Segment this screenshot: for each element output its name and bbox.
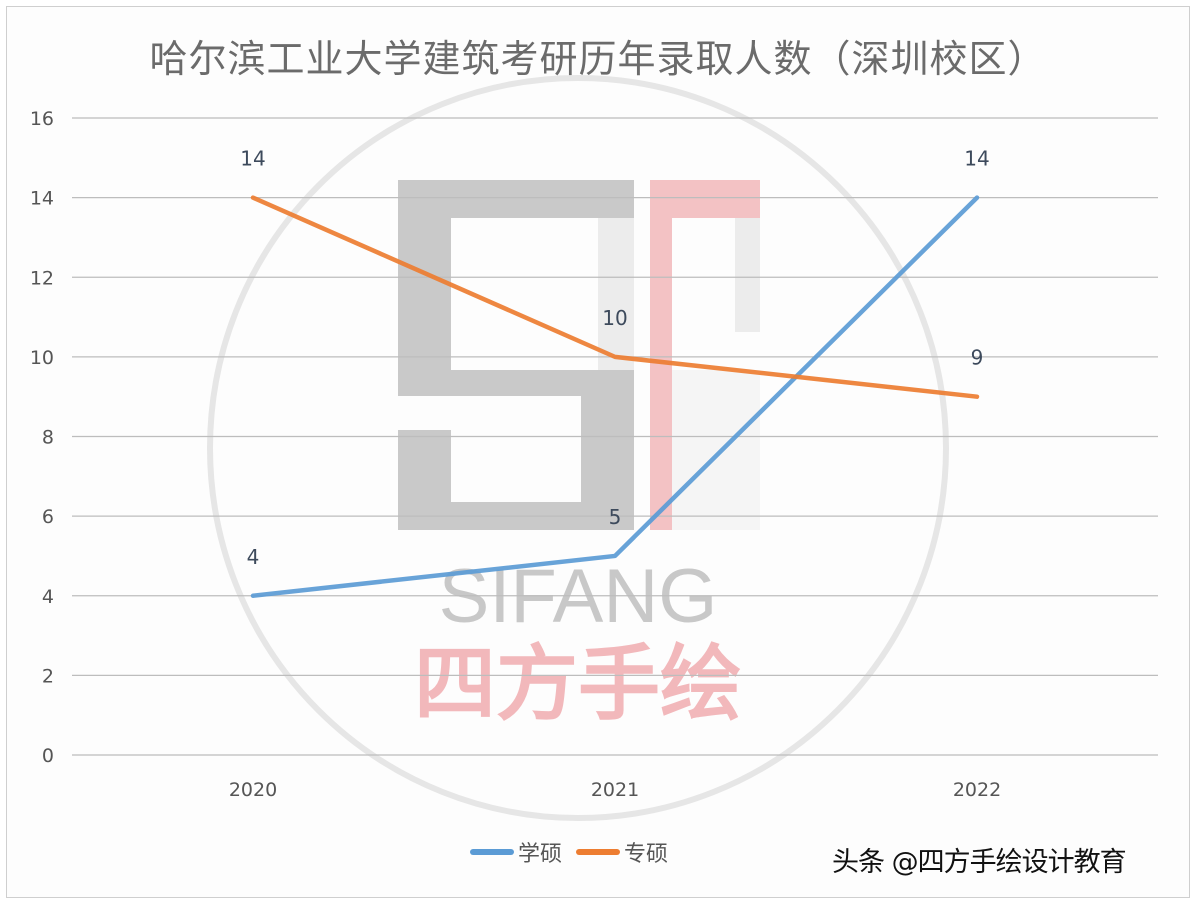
y-tick-label: 16 (30, 108, 54, 130)
y-tick-label: 0 (42, 745, 54, 767)
y-tick-label: 8 (42, 427, 54, 449)
y-tick-label: 4 (42, 586, 54, 608)
legend-label: 专硕 (624, 842, 669, 867)
series-line[interactable] (250, 195, 980, 399)
source-credit: 头条 @四方手绘设计教育 (832, 847, 1127, 878)
data-labels: 4 5 14 14 10 9 (240, 147, 989, 569)
legend: 学硕 专硕 (470, 836, 676, 868)
y-tick-label: 14 (30, 188, 54, 210)
data-label: 4 (247, 545, 260, 569)
legend-swatch-blue (470, 849, 514, 855)
watermark: SIFANG 四方手绘 (207, 75, 949, 821)
y-tick-label: 2 (42, 665, 54, 687)
chart-title: 哈尔滨工业大学建筑考研历年录取人数（深圳校区） (149, 37, 1047, 81)
x-axis: 2020 2021 2022 (229, 779, 1001, 801)
data-label: 14 (964, 147, 989, 171)
data-label: 10 (602, 306, 627, 330)
y-tick-label: 10 (30, 347, 54, 369)
legend-label: 学硕 (518, 842, 563, 867)
x-tick-label: 2020 (229, 779, 277, 801)
gridlines (72, 117, 1158, 756)
watermark-text-cn: 四方手绘 (414, 637, 742, 732)
legend-swatch-orange (576, 849, 621, 855)
watermark-text-en: SIFANG (439, 554, 718, 639)
x-tick-label: 2021 (591, 779, 639, 801)
data-label: 5 (609, 505, 622, 529)
y-axis: 0 2 4 6 8 10 12 14 16 (30, 108, 54, 767)
data-label: 14 (240, 147, 265, 171)
series-line[interactable] (250, 195, 980, 598)
y-tick-label: 6 (42, 506, 54, 528)
data-label: 9 (971, 346, 984, 370)
legend-item-xueshuo[interactable]: 学硕 (470, 836, 562, 868)
legend-item-zhuanshuo[interactable]: 专硕 (576, 836, 668, 868)
x-tick-label: 2022 (953, 779, 1001, 801)
y-tick-label: 12 (30, 267, 54, 289)
series-lines (250, 195, 980, 598)
